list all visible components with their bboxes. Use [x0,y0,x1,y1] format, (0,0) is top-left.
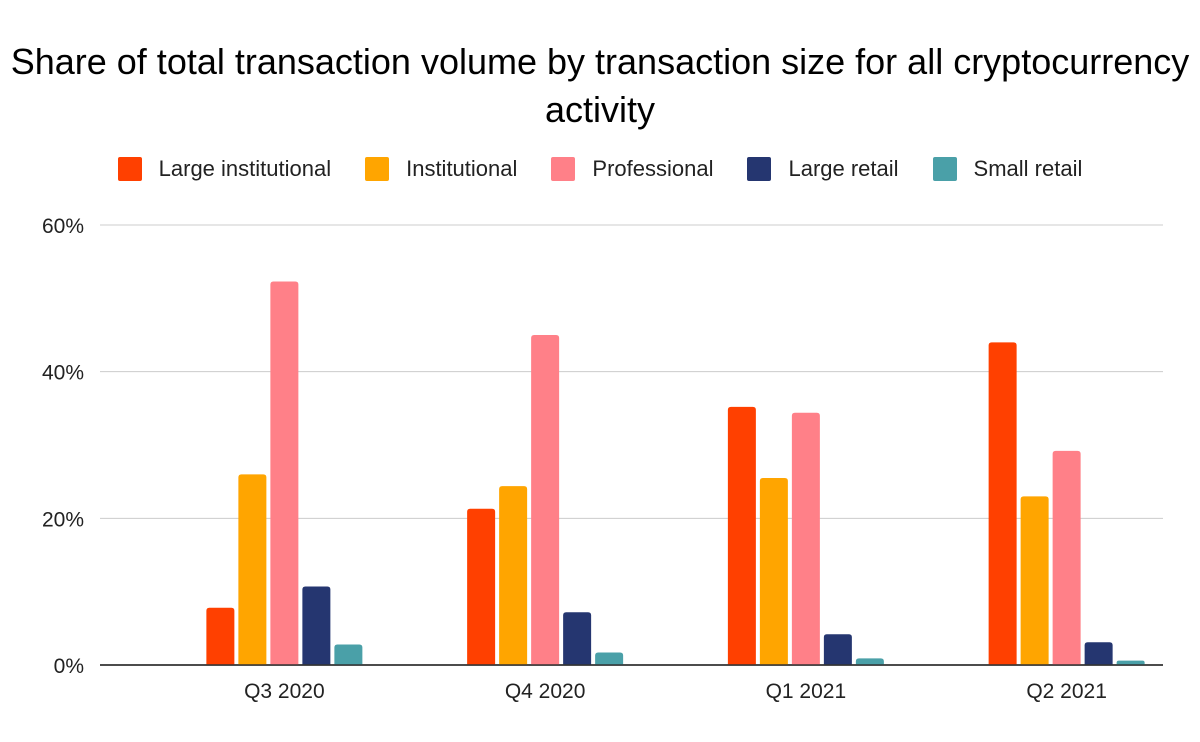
bar [595,652,624,665]
bar [531,335,560,665]
legend-swatch [365,157,390,181]
x-tick-label: Q3 2020 [244,680,325,703]
bar [791,412,820,665]
legend-swatch [932,157,957,181]
bar [823,634,852,665]
bar [1116,660,1145,665]
bar [238,474,267,665]
legend-item: Small retail [932,156,1083,182]
legend-label: Institutional [406,156,518,181]
bar [302,586,331,665]
legend-label: Large retail [788,156,899,181]
legend-swatch [117,157,142,181]
legend-item: Large retail [747,156,899,182]
bar [855,658,884,665]
legend: Large institutional Institutional Professi… [0,156,1200,182]
bar [1084,642,1113,665]
bar [1020,496,1049,665]
bar [1052,450,1081,665]
bar [759,478,788,665]
x-tick-label: Q2 2021 [1026,680,1107,703]
bar [563,612,592,665]
y-tick-label: 60% [42,215,84,238]
legend-item: Institutional [365,156,517,182]
x-tick-label: Q1 2021 [766,680,847,703]
legend-swatch [551,157,576,181]
y-tick-label: 0% [54,655,84,678]
bar [467,508,496,665]
bar [334,644,363,665]
y-tick-label: 20% [42,508,84,531]
legend-item: Large institutional [117,156,332,182]
legend-label: Large institutional [158,156,332,181]
y-tick-label: 40% [42,362,84,385]
x-tick-label: Q4 2020 [505,680,586,703]
bar [727,406,756,665]
bar [270,281,299,665]
legend-label: Small retail [973,156,1083,181]
legend-item: Professional [551,156,713,182]
bar [206,607,235,665]
legend-label: Professional [592,156,714,181]
legend-swatch [747,157,772,181]
chart-title: Share of total transaction volume by tra… [10,41,1190,130]
bar [499,486,528,665]
bar [988,342,1017,665]
